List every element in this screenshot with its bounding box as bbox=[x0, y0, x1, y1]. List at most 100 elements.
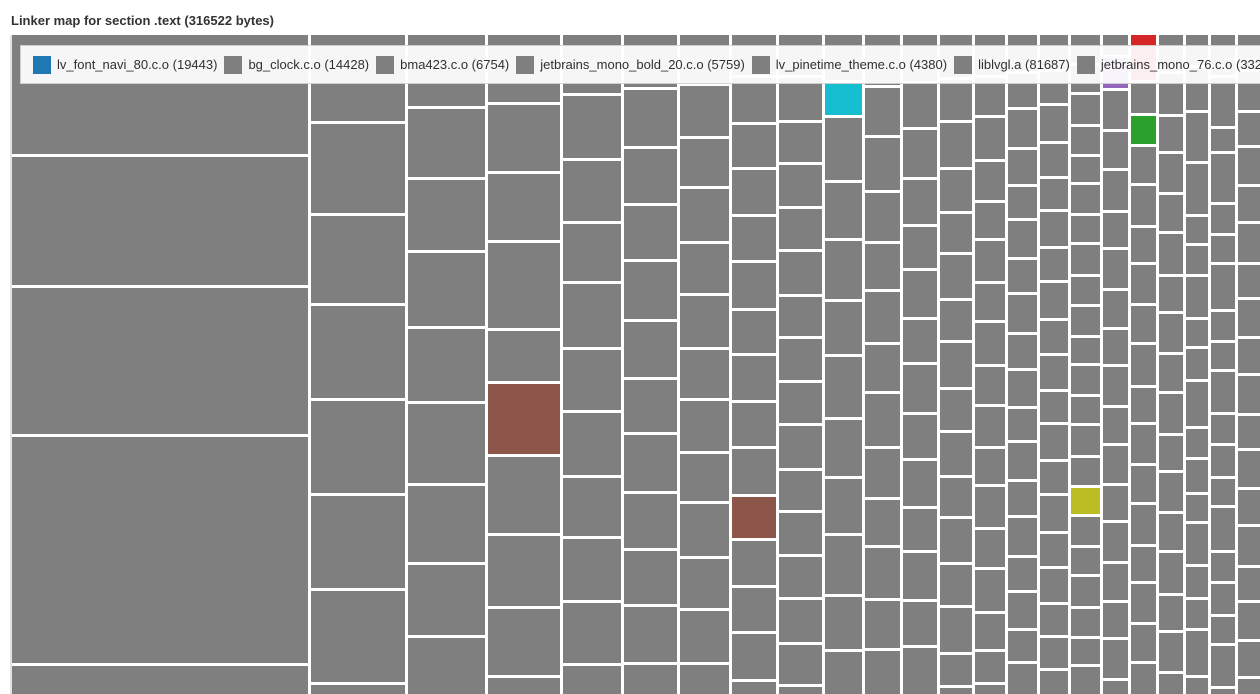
treemap-cell[interactable] bbox=[563, 284, 621, 347]
treemap-cell[interactable] bbox=[825, 652, 862, 694]
treemap-cell[interactable] bbox=[940, 390, 972, 430]
treemap-cell[interactable] bbox=[311, 306, 405, 398]
treemap-cell[interactable] bbox=[624, 322, 677, 377]
treemap-cell[interactable] bbox=[1238, 300, 1260, 336]
treemap-cell[interactable] bbox=[1186, 678, 1208, 694]
treemap-cell[interactable] bbox=[975, 614, 1005, 649]
treemap-cell[interactable] bbox=[940, 343, 972, 387]
treemap-cell[interactable] bbox=[975, 118, 1005, 159]
treemap-cell[interactable] bbox=[1071, 577, 1100, 606]
treemap-cell[interactable] bbox=[779, 557, 822, 597]
treemap-cell[interactable] bbox=[1159, 117, 1183, 151]
treemap-cell[interactable] bbox=[1159, 234, 1183, 274]
treemap-cell-highlight[interactable] bbox=[1071, 488, 1100, 514]
treemap-cell[interactable] bbox=[1131, 466, 1156, 502]
treemap-cell[interactable] bbox=[732, 682, 776, 694]
treemap-cell[interactable] bbox=[1211, 205, 1235, 233]
treemap-cell[interactable] bbox=[563, 413, 621, 475]
treemap-cell[interactable] bbox=[1131, 547, 1156, 581]
treemap-cell[interactable] bbox=[1238, 416, 1260, 448]
treemap-cell[interactable] bbox=[1186, 277, 1208, 317]
treemap-cell[interactable] bbox=[1211, 129, 1235, 151]
treemap-cell[interactable] bbox=[1238, 113, 1260, 145]
treemap-cell[interactable] bbox=[1159, 195, 1183, 231]
treemap-cell[interactable] bbox=[1071, 216, 1100, 242]
treemap-cell[interactable] bbox=[975, 323, 1005, 364]
treemap-cell[interactable] bbox=[680, 139, 729, 186]
treemap-cell[interactable] bbox=[732, 78, 776, 122]
treemap-cell[interactable] bbox=[563, 96, 621, 158]
treemap-cell[interactable] bbox=[903, 648, 937, 694]
treemap-cell[interactable] bbox=[311, 496, 405, 588]
treemap-cell[interactable] bbox=[311, 685, 405, 694]
treemap-cell[interactable] bbox=[779, 471, 822, 510]
treemap-cell[interactable] bbox=[1040, 462, 1068, 493]
treemap-cell[interactable] bbox=[825, 357, 862, 417]
treemap-cell[interactable] bbox=[311, 216, 405, 303]
treemap-cell[interactable] bbox=[1071, 157, 1100, 182]
treemap-cell[interactable] bbox=[865, 193, 900, 241]
treemap-cell[interactable] bbox=[1238, 642, 1260, 676]
treemap-cell[interactable] bbox=[1211, 584, 1235, 614]
treemap-cell[interactable] bbox=[779, 165, 822, 206]
treemap-cell[interactable] bbox=[865, 138, 900, 190]
treemap-cell[interactable] bbox=[732, 541, 776, 585]
treemap-cell[interactable] bbox=[1159, 596, 1183, 630]
treemap-cell[interactable] bbox=[1008, 409, 1037, 440]
treemap-cell[interactable] bbox=[732, 125, 776, 167]
treemap-cell[interactable] bbox=[563, 539, 621, 600]
treemap-cell[interactable] bbox=[1103, 291, 1128, 327]
treemap-cell[interactable] bbox=[1040, 212, 1068, 246]
treemap-cell[interactable] bbox=[408, 180, 485, 250]
treemap-cell[interactable] bbox=[1008, 631, 1037, 661]
treemap-cell[interactable] bbox=[940, 478, 972, 516]
treemap-cell[interactable] bbox=[1103, 446, 1128, 483]
treemap-cell[interactable] bbox=[975, 162, 1005, 200]
treemap-cell[interactable] bbox=[903, 415, 937, 458]
treemap-cell[interactable] bbox=[940, 123, 972, 167]
treemap-cell[interactable] bbox=[1159, 473, 1183, 511]
treemap-cell[interactable] bbox=[624, 380, 677, 432]
treemap-cell[interactable] bbox=[732, 588, 776, 631]
treemap-cell[interactable] bbox=[1103, 523, 1128, 561]
treemap-cell[interactable] bbox=[1071, 185, 1100, 213]
treemap-cell[interactable] bbox=[1211, 446, 1235, 476]
treemap-cell[interactable] bbox=[1040, 179, 1068, 209]
treemap-cell[interactable] bbox=[865, 394, 900, 446]
treemap-cell[interactable] bbox=[732, 403, 776, 446]
treemap-cell[interactable] bbox=[1008, 558, 1037, 590]
treemap-cell-highlight[interactable] bbox=[1131, 116, 1156, 144]
treemap-cell[interactable] bbox=[1211, 372, 1235, 412]
treemap-cell[interactable] bbox=[865, 601, 900, 648]
treemap-cell[interactable] bbox=[975, 652, 1005, 682]
treemap-cell[interactable] bbox=[1131, 345, 1156, 385]
treemap-cell[interactable] bbox=[1008, 110, 1037, 147]
treemap-cell[interactable] bbox=[1131, 186, 1156, 225]
treemap-cell[interactable] bbox=[975, 685, 1005, 694]
treemap-cell[interactable] bbox=[1186, 246, 1208, 274]
treemap-cell[interactable] bbox=[779, 209, 822, 249]
treemap-cell[interactable] bbox=[563, 478, 621, 536]
treemap-cell[interactable] bbox=[408, 565, 485, 635]
treemap-cell[interactable] bbox=[1071, 517, 1100, 545]
treemap-cell[interactable] bbox=[865, 651, 900, 694]
treemap-cell[interactable] bbox=[732, 634, 776, 679]
treemap-cell[interactable] bbox=[1131, 147, 1156, 183]
treemap-cell[interactable] bbox=[825, 536, 862, 594]
treemap-cell[interactable] bbox=[865, 500, 900, 545]
treemap-cell[interactable] bbox=[1103, 250, 1128, 288]
treemap-cell[interactable] bbox=[825, 302, 862, 354]
treemap-cell[interactable] bbox=[825, 241, 862, 299]
treemap-cell[interactable] bbox=[865, 88, 900, 135]
treemap-cell[interactable] bbox=[12, 666, 308, 694]
treemap-cell[interactable] bbox=[680, 401, 729, 451]
treemap-cell[interactable] bbox=[1103, 213, 1128, 247]
treemap-cell[interactable] bbox=[940, 519, 972, 562]
treemap-cell[interactable] bbox=[1238, 527, 1260, 565]
treemap-cell[interactable] bbox=[975, 78, 1005, 115]
treemap-cell[interactable] bbox=[1131, 505, 1156, 544]
treemap-cell[interactable] bbox=[1103, 91, 1128, 129]
treemap-cell[interactable] bbox=[408, 329, 485, 401]
treemap-cell[interactable] bbox=[1159, 314, 1183, 352]
treemap-cell[interactable] bbox=[940, 214, 972, 252]
